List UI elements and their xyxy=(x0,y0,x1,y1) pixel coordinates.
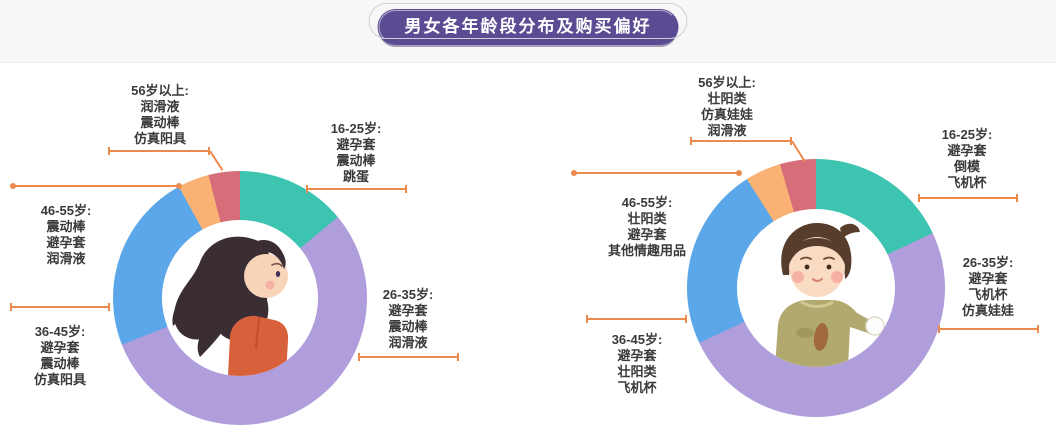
callout-line xyxy=(586,315,687,323)
age-group-label: 56岁以上: 壮阳类 仿真娃娃 润滑液 xyxy=(698,75,756,138)
donut-ring-male xyxy=(687,159,945,417)
age-group-label: 46-55岁: 震动棒 避孕套 润滑液 xyxy=(40,203,92,266)
age-group-label: 56岁以上: 润滑液 震动棒 仿真阳具 xyxy=(131,83,189,146)
callout-line xyxy=(306,185,407,193)
callout-line xyxy=(358,353,459,361)
age-group-label: 16-25岁: 避孕套 震动棒 跳蛋 xyxy=(330,121,382,184)
callout-line xyxy=(791,140,806,162)
callout-line xyxy=(10,183,182,189)
age-group-label: 26-35岁: 避孕套 震动棒 润滑液 xyxy=(382,287,434,350)
callout-line xyxy=(108,147,210,155)
callout-line xyxy=(690,137,792,145)
header-bar: 男女各年龄段分布及购买偏好 xyxy=(0,0,1056,63)
age-group-label: 36-45岁: 避孕套 震动棒 仿真阳具 xyxy=(33,324,86,387)
callout-line xyxy=(10,303,110,311)
donut-ring-female xyxy=(113,171,367,425)
callout-line xyxy=(918,194,1018,202)
age-group-label: 26-35岁: 避孕套 飞机杯 仿真娃娃 xyxy=(961,255,1014,318)
page-title-pill: 男女各年龄段分布及购买偏好 xyxy=(368,3,688,45)
callout-line xyxy=(571,170,742,176)
callout-line xyxy=(938,325,1039,333)
age-group-label: 46-55岁: 壮阳类 避孕套 其他情趣用品 xyxy=(607,195,686,258)
page-title: 男女各年龄段分布及购买偏好 xyxy=(404,17,652,36)
woman-illustration xyxy=(162,220,318,376)
callout-line xyxy=(209,150,224,171)
age-group-label: 16-25岁: 避孕套 倒模 飞机杯 xyxy=(941,127,993,190)
donut-center-male xyxy=(737,209,895,367)
age-group-label: 36-45岁: 避孕套 壮阳类 飞机杯 xyxy=(611,332,663,395)
man-illustration xyxy=(737,209,895,367)
donut-center-female xyxy=(162,220,318,376)
